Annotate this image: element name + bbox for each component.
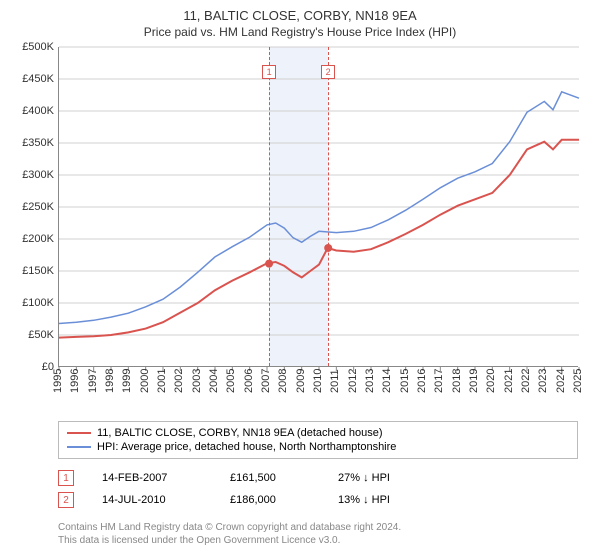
sale-row-marker: 2	[58, 492, 74, 508]
sale-date: 14-JUL-2010	[102, 494, 202, 506]
x-axis-label: 2006	[243, 369, 255, 393]
x-axis-label: 2013	[364, 369, 376, 393]
y-axis-label: £300K	[22, 169, 54, 181]
x-axis-label: 2015	[399, 369, 411, 393]
x-axis-label: 2014	[381, 369, 393, 393]
footnote-line: This data is licensed under the Open Gov…	[58, 534, 578, 547]
x-axis-label: 2011	[329, 369, 341, 393]
sale-row: 1 14-FEB-2007 £161,500 27% ↓ HPI	[58, 467, 578, 489]
x-axis-label: 2000	[139, 369, 151, 393]
y-axis-label: £50K	[28, 329, 54, 341]
x-axis-label: 2019	[468, 369, 480, 393]
sale-hpi-delta: 27% ↓ HPI	[338, 472, 390, 484]
y-axis-label: £200K	[22, 233, 54, 245]
sale-marker-label: 1	[262, 65, 276, 79]
x-axis-label: 2022	[520, 369, 532, 393]
x-axis-label: 2005	[225, 369, 237, 393]
legend-label: 11, BALTIC CLOSE, CORBY, NN18 9EA (detac…	[97, 427, 383, 439]
x-axis-label: 1999	[121, 369, 133, 393]
sales-table: 1 14-FEB-2007 £161,500 27% ↓ HPI 2 14-JUL-201…	[58, 467, 578, 511]
y-axis-label: £100K	[22, 297, 54, 309]
y-axis-label: £150K	[22, 265, 54, 277]
sale-row: 2 14-JUL-2010 £186,000 13% ↓ HPI	[58, 489, 578, 511]
plot-region: 12	[58, 47, 578, 367]
x-axis-label: 2004	[208, 369, 220, 393]
x-axis-label: 2002	[173, 369, 185, 393]
x-axis-label: 2010	[312, 369, 324, 393]
footnote-line: Contains HM Land Registry data © Crown c…	[58, 521, 578, 534]
chart-subtitle: Price paid vs. HM Land Registry's House …	[10, 25, 590, 39]
sale-hpi-delta: 13% ↓ HPI	[338, 494, 390, 506]
legend-swatch	[67, 432, 91, 434]
x-axis-label: 1995	[52, 369, 64, 393]
x-axis-label: 2009	[295, 369, 307, 393]
x-axis-label: 2024	[555, 369, 567, 393]
x-axis-label: 2020	[485, 369, 497, 393]
legend-label: HPI: Average price, detached house, Nort…	[97, 441, 396, 453]
x-axis-label: 2016	[416, 369, 428, 393]
legend-swatch	[67, 446, 91, 448]
series-line	[59, 92, 579, 324]
chart-area: £0£50K£100K£150K£200K£250K£300K£350K£400…	[10, 47, 590, 417]
x-axis: 1995199619971998199920002001200220032004…	[58, 369, 578, 409]
x-axis-label: 1998	[104, 369, 116, 393]
sale-marker-label: 2	[321, 65, 335, 79]
x-axis-label: 2021	[503, 369, 515, 393]
x-axis-label: 2017	[433, 369, 445, 393]
x-axis-label: 1997	[87, 369, 99, 393]
x-axis-label: 2001	[156, 369, 168, 393]
legend-item: 11, BALTIC CLOSE, CORBY, NN18 9EA (detac…	[67, 426, 569, 440]
x-axis-label: 1996	[69, 369, 81, 393]
y-axis-label: £400K	[22, 105, 54, 117]
y-axis-label: £350K	[22, 137, 54, 149]
legend-item: HPI: Average price, detached house, Nort…	[67, 440, 569, 454]
x-axis-label: 2023	[537, 369, 549, 393]
x-axis-label: 2007	[260, 369, 272, 393]
x-axis-label: 2003	[191, 369, 203, 393]
x-axis-label: 2012	[347, 369, 359, 393]
sale-vline	[328, 47, 329, 366]
x-axis-label: 2025	[572, 369, 584, 393]
footnote: Contains HM Land Registry data © Crown c…	[58, 521, 578, 547]
sale-date: 14-FEB-2007	[102, 472, 202, 484]
sale-vline	[269, 47, 270, 366]
sale-row-marker: 1	[58, 470, 74, 486]
chart-title: 11, BALTIC CLOSE, CORBY, NN18 9EA	[10, 8, 590, 23]
y-axis-label: £500K	[22, 41, 54, 53]
sale-price: £161,500	[230, 472, 310, 484]
y-axis-label: £450K	[22, 73, 54, 85]
x-axis-label: 2008	[277, 369, 289, 393]
legend: 11, BALTIC CLOSE, CORBY, NN18 9EA (detac…	[58, 421, 578, 459]
y-axis: £0£50K£100K£150K£200K£250K£300K£350K£400…	[10, 47, 58, 367]
y-axis-label: £250K	[22, 201, 54, 213]
x-axis-label: 2018	[451, 369, 463, 393]
sale-price: £186,000	[230, 494, 310, 506]
